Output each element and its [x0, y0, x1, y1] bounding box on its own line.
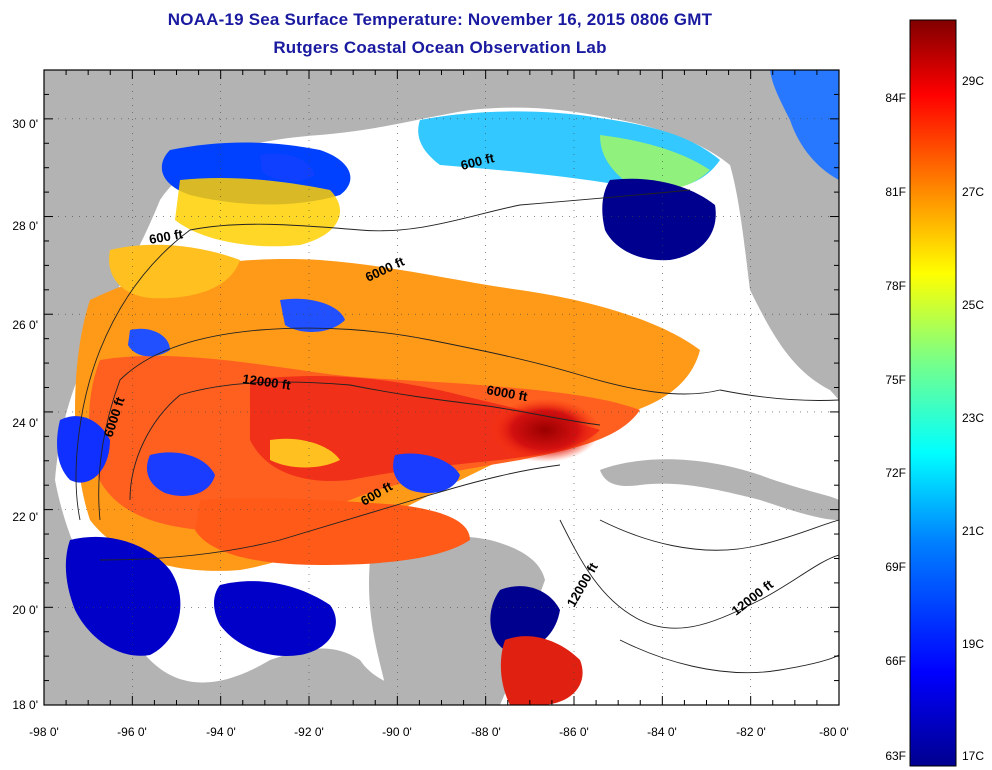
colorbar-f-label: 72F [885, 466, 906, 480]
sst-field [57, 70, 839, 705]
colorbar-c-label: 17C [962, 749, 984, 763]
contour-label-600ft-west: 600 ft [148, 226, 185, 247]
x-tick-label: -88 0' [471, 725, 501, 739]
bathymetry-contours [75, 189, 839, 674]
x-tick-label: -82 0' [736, 725, 766, 739]
colorbar-f-label: 81F [885, 185, 906, 199]
colorbar-f-label: 66F [885, 654, 906, 668]
grid-lines [44, 70, 839, 705]
contour-label-6000ft-east: 6000 ft [485, 382, 529, 404]
fahrenheit-labels: 84F 81F 78F 75F 72F 69F 66F 63F [885, 91, 906, 763]
colorbar-f-label: 75F [885, 373, 906, 387]
y-tick-label: 20 0' [12, 603, 38, 617]
y-tick-label: 28 0' [12, 219, 38, 233]
y-tick-label: 18 0' [12, 698, 38, 712]
colorbar-f-label: 78F [885, 279, 906, 293]
x-tick-label: -94 0' [206, 725, 236, 739]
x-tick-label: -92 0' [294, 725, 324, 739]
x-tick-label: -80 0' [819, 725, 849, 739]
axis-ticks [43, 69, 840, 706]
colorbar-c-label: 27C [962, 185, 984, 199]
y-tick-label: 30 0' [12, 117, 38, 131]
celsius-labels: 29C 27C 25C 23C 21C 19C 17C [962, 74, 984, 763]
x-tick-label: -96 0' [117, 725, 147, 739]
colorbar-f-label: 69F [885, 560, 906, 574]
colorbar-f-label: 63F [885, 749, 906, 763]
map-subtitle: Rutgers Coastal Ocean Observation Lab [273, 38, 607, 57]
map-title: NOAA-19 Sea Surface Temperature: Novembe… [167, 10, 713, 29]
colorbar-gradient [909, 19, 957, 767]
temperature-colorbar: 84F 81F 78F 75F 72F 69F 66F 63F 29C 27C … [885, 19, 984, 767]
y-axis-labels: 18 0' 20 0' 22 0' 24 0' 26 0' 28 0' 30 0… [12, 117, 38, 712]
x-tick-label: -86 0' [559, 725, 589, 739]
x-tick-label: -98 0' [29, 725, 59, 739]
colorbar-c-label: 29C [962, 74, 984, 88]
y-tick-label: 24 0' [12, 416, 38, 430]
x-tick-label: -90 0' [382, 725, 412, 739]
colorbar-c-label: 21C [962, 524, 984, 538]
colorbar-c-label: 25C [962, 298, 984, 312]
y-tick-label: 26 0' [12, 318, 38, 332]
cuba-land [600, 459, 839, 520]
colorbar-f-label: 84F [885, 91, 906, 105]
colorbar-c-label: 19C [962, 637, 984, 651]
y-tick-label: 22 0' [12, 510, 38, 524]
contour-label-12000ft-center: 12000 ft [242, 371, 293, 393]
x-tick-label: -84 0' [647, 725, 677, 739]
gulf-of-mexico [55, 70, 839, 705]
colorbar-c-label: 23C [962, 411, 984, 425]
x-axis-labels: -98 0' -96 0' -94 0' -92 0' -90 0' -88 0… [29, 725, 849, 739]
